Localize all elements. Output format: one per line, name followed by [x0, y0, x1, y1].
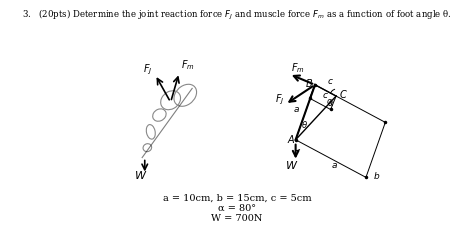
Text: $c$: $c$	[322, 91, 328, 100]
Text: $W$: $W$	[285, 159, 299, 171]
Text: $a$: $a$	[293, 105, 300, 114]
Text: $\theta$: $\theta$	[301, 119, 308, 130]
Text: $\alpha$: $\alpha$	[328, 99, 335, 108]
Text: $C$: $C$	[339, 88, 347, 100]
Text: $a$: $a$	[331, 162, 337, 170]
Text: $F_m$: $F_m$	[181, 59, 195, 72]
Text: $A$: $A$	[287, 133, 295, 145]
Text: $F_J$: $F_J$	[143, 63, 153, 77]
Text: $F_m$: $F_m$	[291, 61, 304, 75]
Text: $\alpha$: $\alpha$	[326, 97, 333, 106]
Text: $B$: $B$	[305, 77, 313, 89]
Text: 3.   (20pts) Determine the joint reaction force $F_J$ and muscle force $F_m$ as : 3. (20pts) Determine the joint reaction …	[22, 8, 452, 22]
Text: a = 10cm, b = 15cm, c = 5cm: a = 10cm, b = 15cm, c = 5cm	[163, 194, 311, 203]
Text: $c$: $c$	[327, 78, 334, 86]
Text: $F_J$: $F_J$	[275, 93, 284, 107]
Text: W = 700N: W = 700N	[211, 214, 263, 223]
Text: α = 80°: α = 80°	[218, 204, 256, 213]
Text: $b$: $b$	[373, 170, 380, 181]
Text: $W$: $W$	[135, 169, 148, 181]
